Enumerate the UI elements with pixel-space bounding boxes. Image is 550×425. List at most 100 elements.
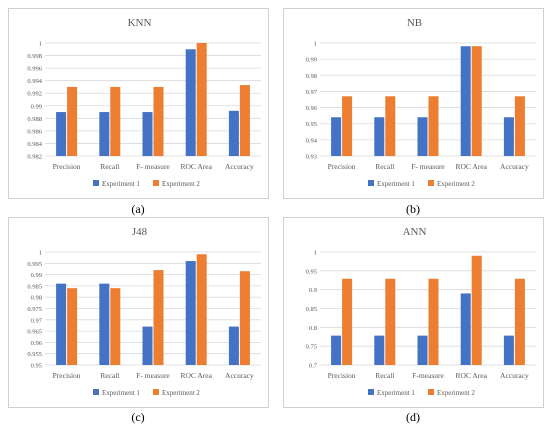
bar-experiment-1 [228,326,239,365]
chart-panel-j48: J48 0.95 0.955 0.96 0.965 0.97 0.975 0.98 0.985 0… [8,217,269,408]
x-tick-label: Recall [375,371,394,380]
y-tick-label: 0.992 [27,91,42,98]
chart-nb: NB 0.93 0.94 0.95 0.96 0.97 0.98 0.99 1 Precision… [306,17,536,188]
chart-title: NB [407,17,422,29]
legend-swatch [368,389,374,395]
bar-experiment-2 [110,86,121,156]
chart-title: J48 [132,226,148,238]
x-tick-label: F- measure [136,162,170,171]
bar-experiment-2 [428,96,439,156]
y-tick-label: 0.988 [27,116,42,123]
x-tick-label: ROC Area [180,162,212,171]
y-tick-label: 0.99 [306,57,317,64]
bar-experiment-1 [417,335,428,365]
chart-panel-nb: NB 0.93 0.94 0.95 0.96 0.97 0.98 0.99 1 Precision… [283,8,544,199]
legend-swatch [93,389,99,395]
x-tick-label: Recall [100,162,119,171]
y-tick-label: 0.994 [27,78,42,85]
legend-swatch [153,389,159,395]
x-tick-label: Accuracy [500,162,529,171]
x-tick-label: Recall [100,371,119,380]
bar-experiment-2 [342,96,353,156]
y-tick-label: 0.975 [27,306,42,313]
legend-swatch [368,180,374,186]
bar-experiment-2 [67,86,78,156]
legend-label: Experiment 1 [102,180,140,188]
y-tick-label: 0.99 [31,272,42,279]
bar-experiment-1 [56,112,67,156]
y-tick-label: 1 [39,250,42,257]
x-tick-label: Accuracy [225,162,254,171]
bar-experiment-2 [239,85,250,156]
x-tick-label: Precision [328,162,356,171]
bar-experiment-2 [239,271,250,365]
y-tick-label: 0.995 [27,261,42,268]
caption-c: (c) [131,410,145,424]
bar-experiment-1 [503,117,514,156]
x-tick-label: ROC Area [455,162,487,171]
bar-experiment-2 [471,255,482,365]
x-tick-label: Precision [53,162,81,171]
x-tick-label: ROC Area [455,371,487,380]
bar-experiment-2 [110,288,121,365]
bar-experiment-1 [460,46,471,156]
x-tick-label: F- measure [136,371,170,380]
y-tick-label: 0.99 [31,103,42,110]
chart-title: ANN [403,226,427,238]
bar-experiment-1 [185,261,196,365]
bar-experiment-2 [514,278,525,365]
y-tick-label: 0.95 [306,268,317,275]
x-tick-label: Accuracy [500,371,529,380]
legend-label: Experiment 2 [437,389,475,397]
x-tick-label: F- measure [411,162,445,171]
chart-panel-ann: ANN 0.7 0.75 0.8 0.85 0.9 0.95 1 Precision Recall… [283,217,544,408]
bar-experiment-1 [99,283,110,365]
y-tick-label: 0.98 [306,73,317,80]
y-tick-label: 0.982 [27,154,42,161]
y-tick-label: 0.7 [309,363,318,370]
legend-label: Experiment 1 [102,389,140,397]
bar-experiment-1 [460,293,471,365]
x-tick-label: Accuracy [225,371,254,380]
legend-label: Experiment 2 [162,389,200,397]
y-tick-label: 0.998 [27,53,42,60]
y-tick-label: 0.996 [27,66,42,73]
y-tick-label: 0.984 [27,141,42,148]
x-tick-label: F-measure [412,371,444,380]
bar-experiment-1 [503,335,514,365]
bar-experiment-2 [342,278,353,365]
y-tick-label: 0.955 [27,351,42,358]
bar-experiment-1 [142,326,153,365]
bar-experiment-2 [471,46,482,156]
bar-experiment-2 [385,278,396,365]
legend-label: Experiment 1 [377,180,415,188]
y-tick-label: 0.94 [306,137,318,144]
y-tick-label: 0.96 [31,340,43,347]
y-tick-label: 0.75 [306,344,317,351]
bar-experiment-1 [331,335,342,365]
y-tick-label: 0.8 [309,325,317,332]
caption-d: (d) [406,410,420,424]
x-tick-label: Precision [328,371,356,380]
y-tick-label: 1 [314,250,317,257]
y-tick-label: 0.93 [306,154,317,161]
caption-b: (b) [406,202,420,216]
y-tick-label: 1 [314,41,317,48]
bar-experiment-2 [514,96,525,156]
y-tick-label: 0.97 [306,89,318,96]
y-tick-label: 0.986 [27,128,42,135]
legend-swatch [428,180,434,186]
chart-ann: ANN 0.7 0.75 0.8 0.85 0.9 0.95 1 Precision Recall… [306,226,536,397]
y-tick-label: 0.985 [27,283,42,290]
legend-swatch [93,180,99,186]
bar-experiment-2 [428,278,439,365]
y-tick-label: 0.98 [31,295,42,302]
legend-label: Experiment 2 [162,180,200,188]
chart-title: KNN [128,17,152,29]
bar-experiment-1 [142,112,153,156]
bar-experiment-2 [385,96,396,156]
legend-swatch [428,389,434,395]
legend-label: Experiment 1 [377,389,415,397]
legend-swatch [153,180,159,186]
chart-j48: J48 0.95 0.955 0.96 0.965 0.97 0.975 0.98 0.985 0… [27,226,261,397]
